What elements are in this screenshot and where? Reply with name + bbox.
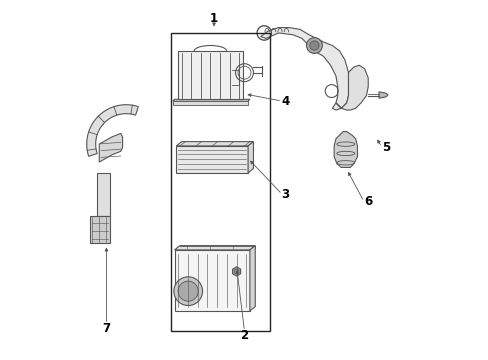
Polygon shape [260,28,348,110]
Polygon shape [333,132,357,167]
Text: 2: 2 [240,329,248,342]
Polygon shape [176,141,253,146]
Polygon shape [249,246,255,311]
Circle shape [306,38,322,53]
Text: 5: 5 [381,141,389,154]
Polygon shape [378,92,387,98]
Circle shape [309,41,319,50]
Polygon shape [99,134,122,162]
Text: 7: 7 [102,322,110,335]
Polygon shape [172,101,247,105]
Polygon shape [232,267,240,276]
Bar [171,33,269,330]
Bar [90,216,110,243]
Bar [97,173,110,216]
Circle shape [174,277,202,306]
Polygon shape [234,269,239,274]
Bar [174,250,249,311]
Text: 4: 4 [281,95,289,108]
Polygon shape [176,146,247,173]
Polygon shape [86,105,138,156]
Circle shape [178,281,198,301]
Bar [178,51,242,99]
Polygon shape [174,246,255,250]
Text: 6: 6 [364,195,371,208]
Text: 3: 3 [281,188,289,201]
Polygon shape [335,65,367,110]
Polygon shape [247,141,253,173]
Text: 1: 1 [209,12,218,25]
